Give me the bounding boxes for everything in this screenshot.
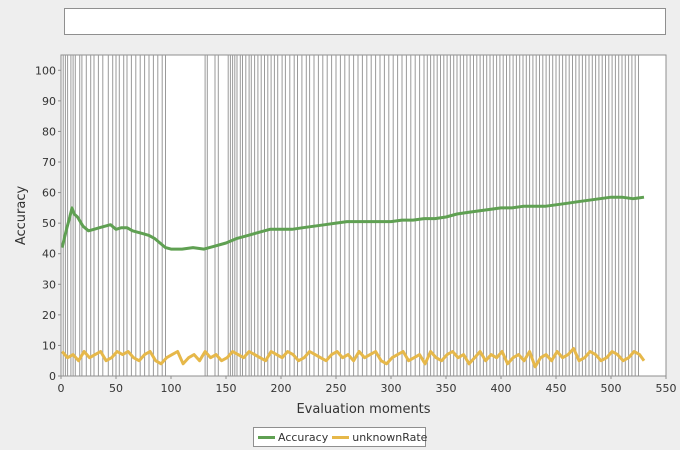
legend-label-accuracy: Accuracy <box>278 430 329 444</box>
x-tick-label: 50 <box>109 382 123 395</box>
chart-legend: Accuracy unknownRate <box>253 427 427 447</box>
x-tick-label: 200 <box>271 382 292 395</box>
y-tick-label: 0 <box>49 370 56 383</box>
plot-area <box>60 54 667 377</box>
legend-label-unknownrate: unknownRate <box>352 430 428 444</box>
y-tick-label: 60 <box>42 187 56 200</box>
y-axis-title: Accuracy <box>14 186 29 246</box>
series-line-unknownrate <box>60 347 646 369</box>
y-tick-label: 20 <box>42 309 56 322</box>
x-tick-label: 500 <box>601 382 622 395</box>
legend-swatch-unknownrate <box>332 435 350 439</box>
y-tick-label: 40 <box>42 248 56 261</box>
y-tick-label: 90 <box>42 95 56 108</box>
x-tick-label: 0 <box>58 382 65 395</box>
x-tick-label: 400 <box>491 382 512 395</box>
y-tick-label: 10 <box>42 339 56 352</box>
x-tick-label: 100 <box>161 382 182 395</box>
legend-item-accuracy: Accuracy <box>258 431 328 444</box>
y-tick-label: 50 <box>42 217 56 230</box>
x-tick-label: 300 <box>381 382 402 395</box>
x-tick-label: 150 <box>216 382 237 395</box>
legend-swatch-accuracy <box>258 435 275 439</box>
x-tick-label: 350 <box>436 382 457 395</box>
x-tick-label: 450 <box>546 382 567 395</box>
y-tick-label: 70 <box>42 156 56 169</box>
series-line-accuracy <box>60 195 645 251</box>
x-axis-title: Evaluation moments <box>296 402 430 417</box>
legend-item-unknownrate: unknownRate <box>332 431 427 444</box>
x-tick-label: 250 <box>326 382 347 395</box>
y-tick-label: 80 <box>42 125 56 138</box>
y-tick-label: 30 <box>42 278 56 291</box>
x-tick-label: 550 <box>656 382 677 395</box>
y-tick-label: 100 <box>35 64 56 77</box>
chart-title-box <box>64 8 666 35</box>
